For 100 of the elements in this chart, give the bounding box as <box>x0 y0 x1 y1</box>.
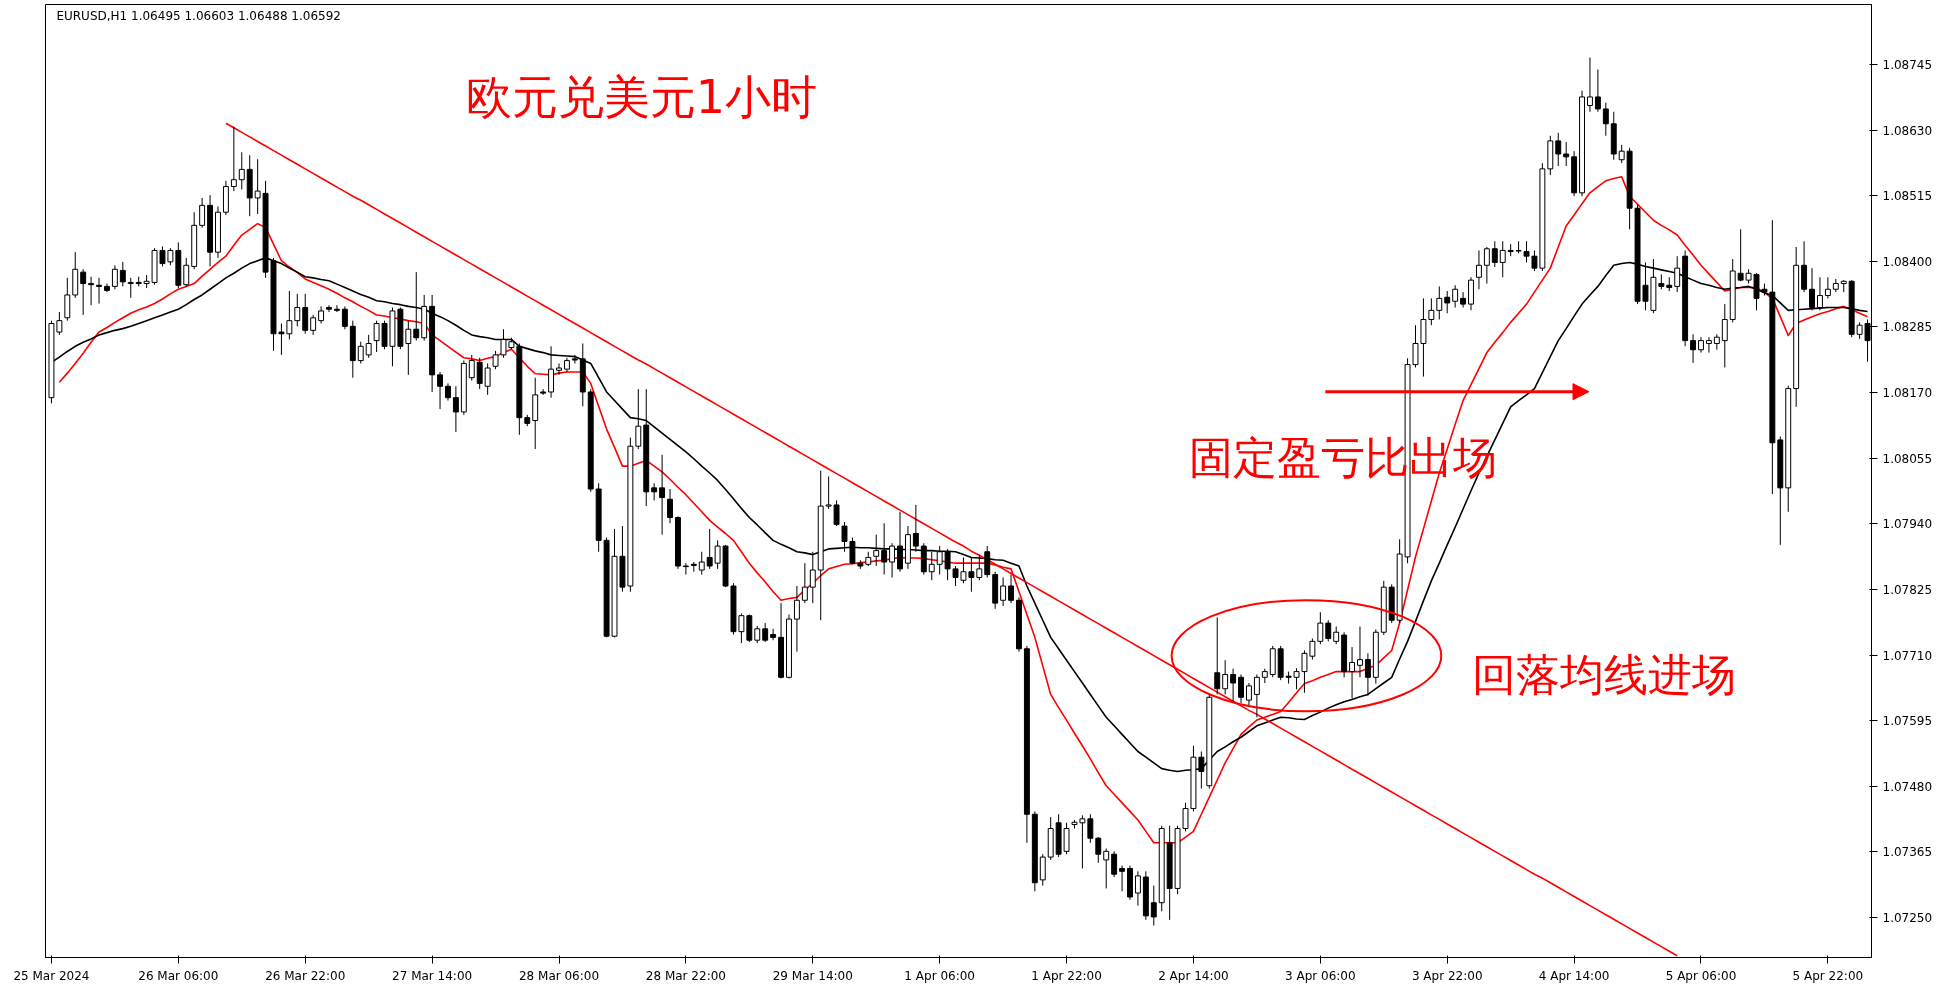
candlestick <box>437 371 443 410</box>
candlestick <box>1103 848 1110 889</box>
chart-subtitle: EURUSD,H1 1.06495 1.06603 1.06488 1.06592 <box>56 9 341 24</box>
candlestick <box>96 277 102 305</box>
candlestick <box>310 314 317 336</box>
candlestick <box>1499 240 1506 278</box>
candlestick <box>230 126 237 192</box>
annotation: 回落均线进场 <box>1472 649 1736 701</box>
candlestick <box>1475 249 1482 290</box>
candlestick <box>238 151 245 190</box>
x-tick-label: 3 Apr 22:00 <box>1411 968 1483 983</box>
candlestick <box>1444 290 1451 314</box>
candlestick <box>333 304 340 313</box>
candlestick <box>1523 240 1530 263</box>
candlestick <box>1095 836 1102 864</box>
candlestick <box>698 551 705 576</box>
candlestick <box>881 522 888 576</box>
x-tick-label: 28 Mar 22:00 <box>645 968 726 983</box>
y-tick-label: 1.08400 <box>1882 254 1933 269</box>
x-tick-label: 29 Mar 14:00 <box>772 968 853 983</box>
y-tick-label: 1.07480 <box>1882 779 1933 794</box>
candlestick <box>1436 285 1443 320</box>
candlestick <box>1357 626 1363 678</box>
candlestick <box>127 277 134 299</box>
candlestick <box>1452 284 1459 309</box>
candlestick <box>659 454 666 536</box>
candlestick <box>119 261 126 287</box>
candlestick <box>302 293 309 335</box>
candlestick <box>1008 574 1014 604</box>
y-tick-label: 1.07710 <box>1882 648 1933 663</box>
y-tick-label: 1.08745 <box>1882 57 1933 72</box>
candlestick <box>484 362 491 396</box>
candlestick <box>793 585 800 653</box>
candlestick <box>762 622 769 643</box>
candlestick <box>405 320 412 376</box>
candlestick <box>1618 144 1625 164</box>
candlestick <box>682 562 689 576</box>
candlestick <box>1563 141 1570 167</box>
candlestick <box>548 345 555 399</box>
x-tick-label: 5 Apr 06:00 <box>1665 968 1737 983</box>
candlestick <box>1230 668 1237 704</box>
candlestick <box>1134 870 1141 907</box>
candlestick <box>1253 673 1260 718</box>
candlestick <box>540 388 547 396</box>
candlestick <box>1111 850 1118 878</box>
candlestick <box>1713 333 1720 351</box>
candlestick <box>1222 659 1229 695</box>
candlestick <box>80 268 87 316</box>
y-tick-label: 1.07940 <box>1882 517 1933 532</box>
candlestick <box>1483 246 1490 285</box>
candlestick <box>1238 673 1244 704</box>
candlestick <box>801 562 808 604</box>
candlestick <box>1000 576 1007 607</box>
candlestick <box>1325 619 1332 642</box>
candlestick <box>1809 267 1815 311</box>
candlestick <box>889 542 896 578</box>
y-tick-label: 1.07595 <box>1882 714 1933 729</box>
candlestick <box>984 545 991 578</box>
y-tick-label: 1.07250 <box>1882 911 1933 926</box>
candlestick <box>571 354 578 364</box>
candlestick <box>1246 682 1252 707</box>
candlestick <box>1119 865 1126 892</box>
y-tick-label: 1.07825 <box>1882 582 1933 597</box>
candlestick <box>1039 853 1046 887</box>
y-tick-label: 1.07365 <box>1882 845 1933 860</box>
x-tick-label: 3 Apr 06:00 <box>1285 968 1356 983</box>
candlestick <box>452 385 459 433</box>
x-tick-label: 1 Apr 22:00 <box>1031 968 1102 983</box>
candlestick <box>294 293 301 327</box>
x-tick-label: 26 Mar 06:00 <box>138 968 219 983</box>
candlestick <box>1364 652 1371 697</box>
candlestick <box>1214 616 1221 695</box>
candlestick <box>64 277 71 322</box>
x-tick-label: 25 Mar 2024 <box>13 968 90 983</box>
candlestick <box>1555 132 1562 167</box>
candlestick <box>341 305 348 330</box>
candlestick <box>1705 336 1712 354</box>
candlestick <box>476 357 483 390</box>
candlestick <box>413 271 420 342</box>
x-tick-label: 2 Apr 14:00 <box>1158 968 1229 983</box>
candlestick <box>1587 57 1593 113</box>
candlestick <box>770 628 777 641</box>
y-tick-label: 1.08170 <box>1882 386 1933 401</box>
candlestick <box>1594 69 1601 113</box>
candlestick <box>365 334 372 359</box>
x-tick-label: 4 Apr 14:00 <box>1538 968 1610 983</box>
candlestick <box>667 488 673 524</box>
candlestick <box>357 341 364 364</box>
candlestick <box>809 551 816 604</box>
candlestick <box>1150 885 1157 927</box>
candlestick <box>928 551 935 581</box>
candlestick <box>706 528 713 570</box>
candlestick <box>326 304 332 313</box>
y-tick-label: 1.08285 <box>1882 320 1933 335</box>
candlestick <box>1491 240 1498 268</box>
candlestick <box>1602 102 1609 137</box>
candlestick <box>88 276 95 306</box>
candlestick <box>1824 276 1831 299</box>
candlestick <box>1690 333 1697 364</box>
y-tick-label: 1.08630 <box>1882 123 1933 138</box>
